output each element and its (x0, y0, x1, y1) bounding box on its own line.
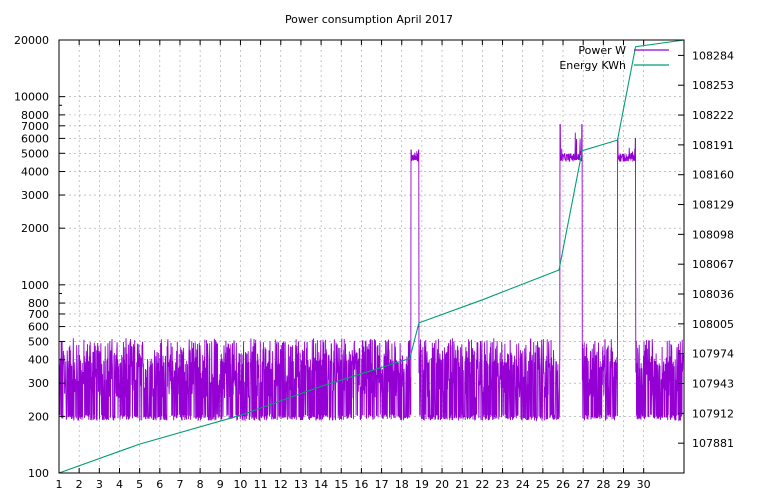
x-tick-label: 20 (435, 478, 449, 491)
x-tick-label: 26 (556, 478, 570, 491)
energy-kwh-line (58, 39, 685, 474)
y-right-tick-label: 108191 (692, 139, 734, 152)
x-tick-label: 14 (314, 478, 328, 491)
x-tick-label: 8 (197, 478, 204, 491)
x-tick-label: 10 (233, 478, 247, 491)
y-right-tick-label: 108098 (692, 228, 734, 241)
x-tick-label: 11 (254, 478, 268, 491)
y-right-tick-label: 108005 (692, 318, 734, 331)
y-left-tick-label: 10000 (14, 91, 49, 104)
power-w-line (58, 124, 684, 422)
x-tick-label: 22 (475, 478, 489, 491)
y-right-tick-label: 108129 (692, 199, 734, 212)
y-left-tick-label: 4000 (21, 166, 49, 179)
x-tick-label: 5 (136, 478, 143, 491)
x-tick-label: 15 (334, 478, 348, 491)
y-left-tick-label: 400 (28, 354, 49, 367)
y-left-tick-label: 5000 (21, 147, 49, 160)
y-right-tick-label: 107912 (692, 407, 734, 420)
y-left-tick-label: 200 (28, 410, 49, 423)
y-left-tick-label: 600 (28, 321, 49, 334)
x-tick-label: 2 (76, 478, 83, 491)
x-tick-label: 29 (617, 478, 631, 491)
y-left-tick-label: 20000 (14, 34, 49, 47)
legend: Power W Energy KWh (559, 44, 669, 72)
x-tick-label: 12 (274, 478, 288, 491)
x-tick-label: 1 (56, 478, 63, 491)
y-left-tick-label: 100 (28, 467, 49, 480)
x-tick-label: 21 (455, 478, 469, 491)
y-right-tick-label: 108284 (692, 49, 734, 62)
series-layer (58, 39, 685, 474)
legend-label: Energy KWh (559, 59, 626, 72)
y-right-tick-label: 107974 (692, 348, 734, 361)
x-tick-label: 4 (116, 478, 123, 491)
x-tick-label: 24 (516, 478, 530, 491)
chart-title: Power consumption April 2017 (285, 13, 453, 26)
x-tick-label: 25 (536, 478, 550, 491)
y-left-tick-label: 1000 (21, 279, 49, 292)
y-right-tick-label: 107881 (692, 437, 734, 450)
y-right-tick-label: 108036 (692, 288, 734, 301)
x-tick-label: 13 (294, 478, 308, 491)
y-left-tick-label: 500 (28, 335, 49, 348)
x-tick-label: 19 (415, 478, 429, 491)
y-right-tick-label: 108067 (692, 258, 734, 271)
y-right-tick-label: 107943 (692, 378, 734, 391)
y-left-tick-label: 2000 (21, 222, 49, 235)
x-tick-label: 17 (375, 478, 389, 491)
y-left-tick-label: 800 (28, 297, 49, 310)
x-tick-label: 6 (156, 478, 163, 491)
y-left-tick-label: 700 (28, 308, 49, 321)
legend-label: Power W (578, 44, 626, 57)
x-tick-label: 30 (637, 478, 651, 491)
y-right-tick-label: 108253 (692, 79, 734, 92)
y-left-tick-label: 8000 (21, 109, 49, 122)
x-tick-label: 28 (596, 478, 610, 491)
y-left-tick-label: 6000 (21, 132, 49, 145)
y-left-tick-label: 7000 (21, 120, 49, 133)
x-tick-label: 7 (176, 478, 183, 491)
y-right-tick-label: 108160 (692, 169, 734, 182)
x-tick-label: 16 (354, 478, 368, 491)
y-right-tick-label: 108222 (692, 109, 734, 122)
x-tick-label: 27 (576, 478, 590, 491)
x-tick-label: 9 (217, 478, 224, 491)
x-tick-label: 3 (96, 478, 103, 491)
y-left-tick-label: 300 (28, 377, 49, 390)
axes-layer: 1 2 3 4 5 6 7 8 9 10 11 12 13 14 15 16 17 18 19 20 21 22 23 24 2… (14, 34, 734, 491)
x-tick-label: 18 (395, 478, 409, 491)
y-left-tick-label: 3000 (21, 189, 49, 202)
x-tick-label: 23 (496, 478, 510, 491)
plot-frame (58, 39, 685, 474)
